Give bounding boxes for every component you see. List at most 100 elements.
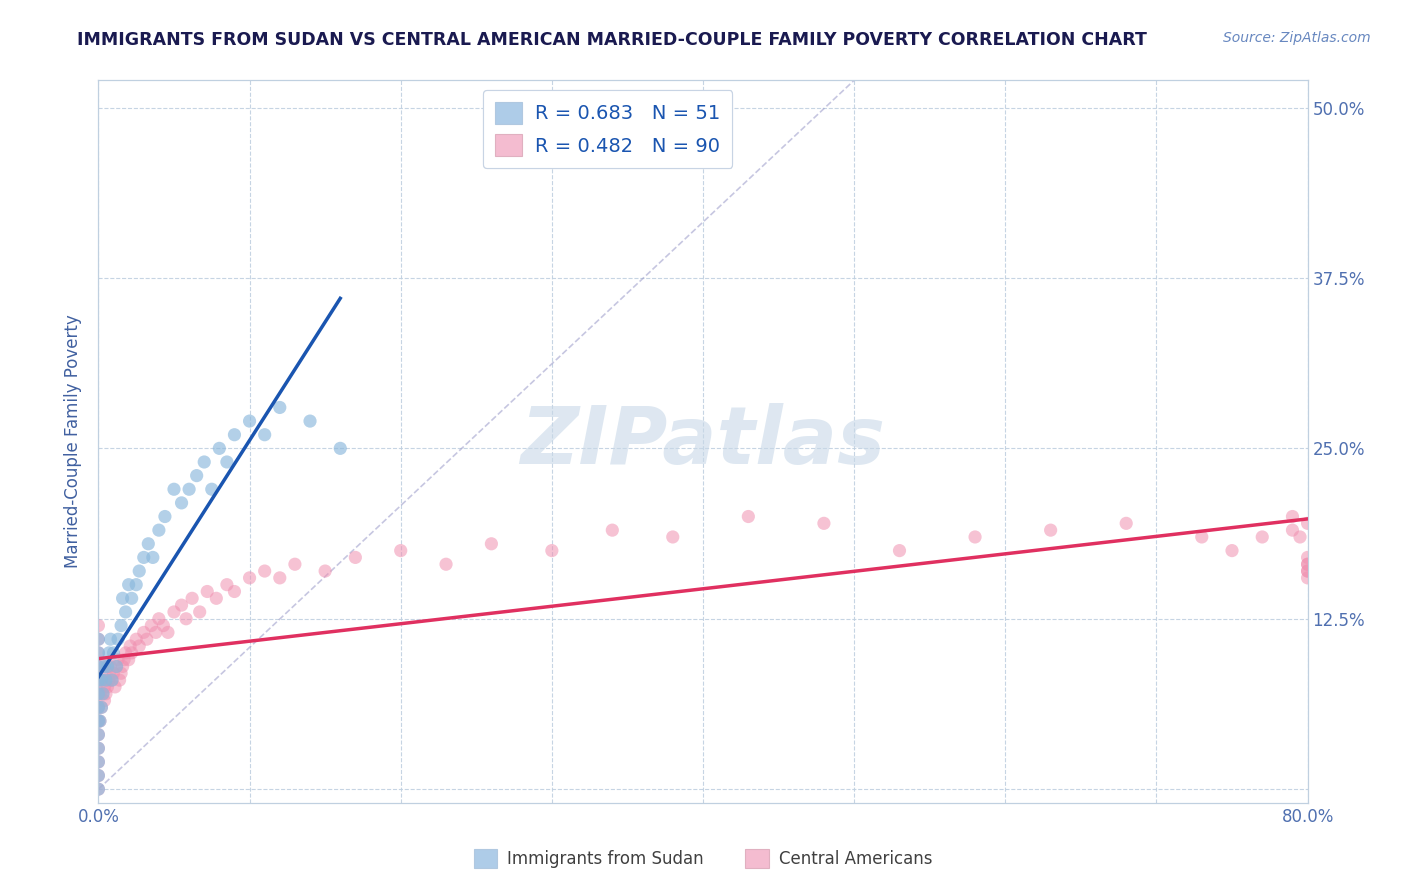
Point — [100, 659, 122, 673]
Point — [965, 530, 987, 544]
Point — [90, 700, 112, 714]
Point — [269, 571, 291, 585]
Point — [94, 673, 117, 687]
Point — [1251, 530, 1274, 544]
Point — [889, 543, 911, 558]
Point — [152, 618, 174, 632]
Point — [87, 687, 110, 701]
Point — [104, 680, 127, 694]
Point — [434, 558, 457, 572]
Point — [89, 714, 111, 728]
Point — [153, 509, 176, 524]
Point — [1220, 543, 1243, 558]
Point — [299, 414, 322, 428]
Point — [103, 666, 125, 681]
Point — [87, 659, 110, 673]
Point — [540, 543, 562, 558]
Point — [87, 714, 110, 728]
Point — [128, 564, 150, 578]
Point — [107, 653, 129, 667]
Legend: Immigrants from Sudan, Central Americans: Immigrants from Sudan, Central Americans — [467, 842, 939, 875]
Point — [98, 673, 121, 687]
Point — [87, 659, 110, 673]
Point — [105, 659, 128, 673]
Point — [93, 693, 115, 707]
Point — [179, 482, 201, 496]
Point — [145, 625, 167, 640]
Point — [125, 577, 148, 591]
Point — [132, 550, 155, 565]
Point — [111, 659, 134, 673]
Point — [186, 468, 208, 483]
Point — [193, 455, 215, 469]
Point — [91, 687, 114, 701]
Point — [201, 482, 224, 496]
Point — [89, 714, 111, 728]
Point — [121, 646, 143, 660]
Point — [148, 523, 170, 537]
Point — [314, 564, 336, 578]
Text: Source: ZipAtlas.com: Source: ZipAtlas.com — [1223, 31, 1371, 45]
Point — [112, 653, 135, 667]
Point — [87, 700, 110, 714]
Point — [1296, 516, 1319, 531]
Point — [481, 537, 503, 551]
Point — [87, 714, 110, 728]
Point — [813, 516, 835, 531]
Point — [87, 768, 110, 782]
Point — [156, 625, 179, 640]
Point — [118, 653, 141, 667]
Point — [87, 673, 110, 687]
Point — [215, 455, 238, 469]
Point — [87, 768, 110, 782]
Point — [142, 550, 165, 565]
Point — [284, 558, 307, 572]
Point — [174, 612, 197, 626]
Point — [1296, 564, 1319, 578]
Point — [141, 618, 163, 632]
Point — [163, 482, 186, 496]
Point — [215, 577, 238, 591]
Point — [269, 401, 291, 415]
Point — [239, 571, 262, 585]
Point — [96, 680, 118, 694]
Point — [87, 632, 110, 647]
Point — [1281, 509, 1303, 524]
Point — [94, 673, 117, 687]
Point — [90, 673, 112, 687]
Point — [181, 591, 204, 606]
Point — [1296, 564, 1319, 578]
Point — [93, 680, 115, 694]
Point — [94, 687, 117, 701]
Point — [128, 639, 150, 653]
Point — [253, 427, 276, 442]
Point — [96, 659, 118, 673]
Point — [1296, 571, 1319, 585]
Point — [103, 646, 125, 660]
Point — [121, 591, 143, 606]
Point — [93, 659, 115, 673]
Point — [87, 741, 110, 756]
Point — [389, 543, 412, 558]
Point — [98, 646, 121, 660]
Point — [101, 673, 124, 687]
Point — [737, 509, 759, 524]
Point — [100, 632, 122, 647]
Point — [1039, 523, 1062, 537]
Point — [170, 496, 193, 510]
Point — [208, 442, 231, 456]
Point — [1289, 530, 1312, 544]
Point — [101, 673, 124, 687]
Point — [120, 639, 142, 653]
Point — [195, 584, 218, 599]
Point — [89, 687, 111, 701]
Point — [90, 700, 112, 714]
Point — [87, 755, 110, 769]
Point — [87, 741, 110, 756]
Point — [118, 577, 141, 591]
Point — [96, 659, 118, 673]
Point — [170, 598, 193, 612]
Point — [87, 646, 110, 660]
Point — [329, 442, 352, 456]
Point — [136, 537, 159, 551]
